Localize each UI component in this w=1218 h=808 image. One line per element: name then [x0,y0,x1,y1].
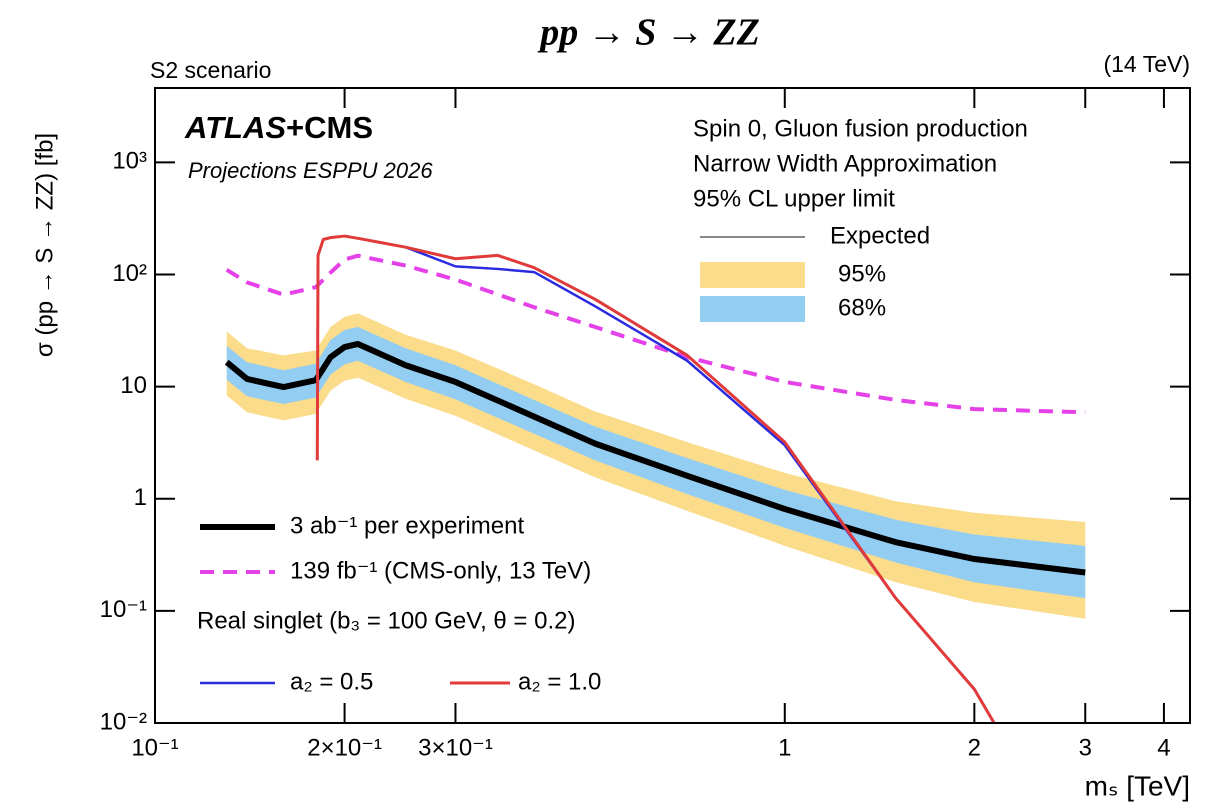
y-tick-label: 10⁻¹ [100,596,147,623]
x-tick-label: 10⁻¹ [131,734,178,761]
subtitle: S2 scenario [150,57,271,83]
note: Narrow Width Approximation [693,150,997,177]
legend-label: 95% [838,260,886,287]
series-line [225,253,1086,415]
note: 95% CL upper limit [693,185,895,212]
x-tick-label: 2×10⁻¹ [307,734,382,761]
experiment-label: ATLAS+CMS [184,110,373,145]
y-tick-label: 10⁻² [100,708,147,735]
y-tick-label: 1 [134,484,147,511]
lines-layer [224,234,1086,723]
energy-label: (14 TeV) [1103,51,1190,77]
note: Spin 0, Gluon fusion production [693,115,1028,142]
plot-frame [154,87,1191,724]
legend-swatch [700,296,805,322]
x-tick-label: 2 [968,734,981,761]
legend-swatch [700,262,805,288]
x-tick-label: 3×10⁻¹ [418,734,493,761]
x-tick-label: 3 [1079,734,1092,761]
series-line [224,340,1086,576]
y-tick-label: 10³ [112,148,147,175]
legend-label: a₂ = 0.5 [290,668,373,695]
atlas: ATLAS [184,110,286,145]
legend-label: 139 fb⁻¹ (CMS-only, 13 TeV) [290,557,591,584]
x-axis-label: mₛ [TeV] [1085,770,1190,801]
projection-label: Projections ESPPU 2026 [188,158,433,183]
legend-label: Expected [830,222,930,249]
model-label: Real singlet (b₃ = 100 GeV, θ = 0.2) [197,607,575,634]
x-tick-label: 4 [1157,734,1170,761]
y-tick-label: 10² [112,260,147,287]
x-tick-label: 1 [778,734,791,761]
cms: +CMS [286,110,373,145]
y-axis-label: σ (pp → S → ZZ) [fb] [31,133,58,357]
legend-label: 68% [838,294,886,321]
y-tick-label: 10 [120,372,147,399]
legend-label: a₂ = 1.0 [518,668,601,695]
chart-title: pp → S → ZZ [537,12,760,54]
series-line [315,234,996,723]
legend-label: 3 ab⁻¹ per experiment [290,512,524,539]
